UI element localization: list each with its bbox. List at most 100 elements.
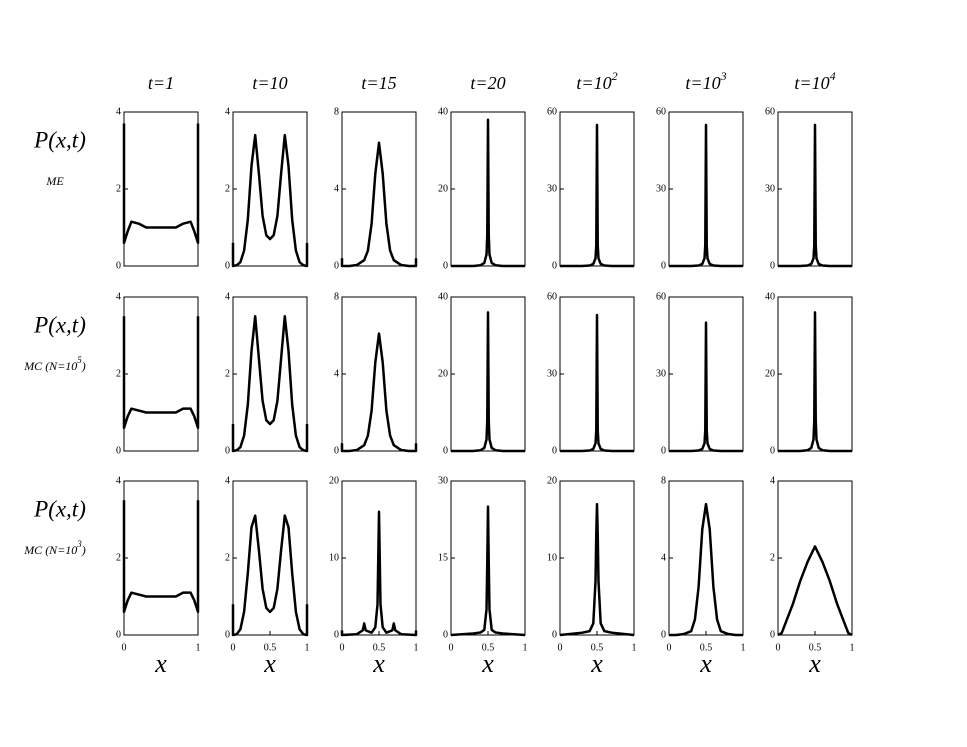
y-tick-label: 2 [225, 552, 230, 563]
curve [669, 321, 743, 453]
note-end: ) [81, 359, 86, 373]
title-exponent: 2 [612, 69, 618, 83]
curve [560, 123, 634, 268]
y-tick-label: 10 [329, 552, 339, 563]
y-tick-label: 0 [770, 260, 775, 271]
y-tick-label: 4 [334, 368, 339, 379]
note-end: ) [81, 543, 86, 557]
y-tick-label: 2 [770, 552, 775, 563]
y-tick-label: 30 [438, 475, 448, 486]
curve [669, 123, 743, 268]
x-axis-label: x [808, 649, 821, 678]
y-tick-label: 0 [770, 629, 775, 640]
y-tick-label: 30 [656, 183, 666, 194]
title-exponent: 4 [830, 69, 836, 83]
x-axis-label: x [699, 649, 712, 678]
x-tick-label: 0.5 [700, 642, 713, 653]
x-tick-label: 0 [558, 642, 563, 653]
title-text: t=10 [252, 73, 287, 93]
y-tick-label: 4 [661, 552, 666, 563]
curve [122, 123, 200, 245]
x-tick-label: 1 [632, 642, 637, 653]
x-axis-label: x [154, 649, 167, 678]
row-label: P(x,t) [33, 312, 86, 337]
title-text: t=20 [470, 73, 505, 93]
x-axis-label: x [590, 649, 603, 678]
y-tick-label: 40 [765, 291, 775, 302]
curve [122, 316, 200, 430]
title-text: t=1 [148, 73, 174, 93]
x-tick-label: 1 [414, 642, 419, 653]
x-axis-label: x [481, 649, 494, 678]
y-tick-label: 8 [661, 475, 666, 486]
column-title: t=102 [576, 69, 617, 93]
y-tick-label: 0 [552, 260, 557, 271]
x-tick-label: 0.5 [264, 642, 277, 653]
y-tick-label: 0 [116, 629, 121, 640]
x-tick-label: 1 [850, 642, 855, 653]
row-label: P(x,t) [33, 127, 86, 152]
curve [669, 502, 743, 637]
x-tick-label: 0.5 [591, 642, 604, 653]
title-text: t=10 [794, 73, 829, 93]
y-tick-label: 4 [116, 291, 121, 302]
y-tick-label: 4 [116, 106, 121, 117]
y-tick-label: 2 [116, 183, 121, 194]
y-tick-label: 30 [547, 183, 557, 194]
column-title: t=20 [470, 73, 505, 93]
x-tick-label: 0 [667, 642, 672, 653]
y-tick-label: 2 [225, 368, 230, 379]
y-tick-label: 8 [334, 106, 339, 117]
x-tick-label: 0 [122, 642, 127, 653]
note-exponent: 3 [76, 539, 82, 549]
y-tick-label: 0 [225, 445, 230, 456]
curve [560, 313, 634, 453]
x-tick-label: 1 [196, 642, 201, 653]
curve [559, 502, 635, 637]
y-tick-label: 30 [547, 368, 557, 379]
y-tick-label: 4 [116, 475, 121, 486]
title-text: t=15 [361, 73, 396, 93]
y-tick-label: 0 [552, 629, 557, 640]
y-tick-label: 20 [438, 368, 448, 379]
y-tick-label: 0 [661, 260, 666, 271]
y-tick-label: 0 [334, 445, 339, 456]
y-tick-label: 0 [661, 445, 666, 456]
x-tick-label: 0 [776, 642, 781, 653]
y-tick-label: 20 [329, 475, 339, 486]
curve [340, 332, 418, 453]
y-tick-label: 20 [438, 183, 448, 194]
curve [450, 505, 526, 637]
y-tick-label: 0 [552, 445, 557, 456]
y-tick-label: 60 [656, 106, 666, 117]
x-tick-label: 0 [340, 642, 345, 653]
note-text: ME [45, 174, 64, 188]
note-exponent: 5 [77, 355, 82, 365]
column-title: t=15 [361, 73, 396, 93]
y-tick-label: 60 [547, 291, 557, 302]
x-axis-label: x [372, 649, 385, 678]
y-tick-label: 2 [116, 552, 121, 563]
x-axis-label: x [263, 649, 276, 678]
x-tick-label: 0.5 [809, 642, 822, 653]
y-tick-label: 15 [438, 552, 448, 563]
curve [778, 123, 852, 268]
y-tick-label: 0 [334, 629, 339, 640]
y-tick-label: 0 [443, 445, 448, 456]
y-tick-label: 40 [438, 291, 448, 302]
y-tick-label: 0 [770, 445, 775, 456]
title-exponent: 3 [720, 69, 727, 83]
title-text: t=10 [576, 73, 611, 93]
column-title: t=103 [685, 69, 726, 93]
y-tick-label: 4 [225, 475, 230, 486]
panel-frame [341, 296, 417, 452]
y-tick-label: 4 [334, 183, 339, 194]
column-title: t=10 [252, 73, 287, 93]
y-tick-label: 20 [547, 475, 557, 486]
x-tick-label: 0.5 [482, 642, 495, 653]
row-note: ME [45, 174, 64, 188]
curve [231, 514, 309, 637]
y-tick-label: 0 [443, 629, 448, 640]
y-tick-label: 2 [116, 368, 121, 379]
